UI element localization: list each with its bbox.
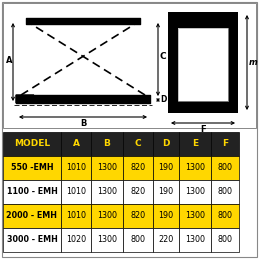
Text: 550 -EMH: 550 -EMH — [11, 163, 53, 172]
Bar — [179, 228, 211, 252]
Text: 1300: 1300 — [185, 212, 205, 220]
Bar — [123, 204, 153, 228]
Bar — [153, 132, 179, 156]
Bar — [61, 156, 91, 180]
Text: C: C — [160, 52, 166, 61]
Bar — [91, 180, 123, 204]
Bar — [61, 228, 91, 252]
Bar — [153, 228, 179, 252]
Bar — [179, 156, 211, 180]
Bar — [91, 228, 123, 252]
Bar — [91, 132, 123, 156]
Bar — [123, 228, 153, 252]
Text: 800: 800 — [218, 235, 233, 244]
Text: 820: 820 — [131, 212, 146, 220]
Bar — [123, 156, 153, 180]
Text: m: m — [249, 58, 257, 67]
Text: 800: 800 — [218, 212, 233, 220]
Text: D: D — [160, 95, 166, 104]
Text: 1300: 1300 — [97, 188, 117, 197]
Text: A: A — [6, 56, 12, 65]
Bar — [91, 156, 123, 180]
Bar — [3, 204, 61, 228]
Bar — [211, 180, 239, 204]
Bar — [3, 228, 61, 252]
Text: 1300: 1300 — [97, 163, 117, 172]
Text: 1020: 1020 — [66, 235, 86, 244]
Text: C: C — [135, 140, 141, 148]
Text: 190: 190 — [159, 212, 174, 220]
Text: 1010: 1010 — [66, 212, 86, 220]
Bar — [211, 132, 239, 156]
Text: 2000 - EMH: 2000 - EMH — [6, 212, 57, 220]
Text: 220: 220 — [158, 235, 174, 244]
Text: 1100 - EMH: 1100 - EMH — [6, 188, 57, 197]
Text: 1010: 1010 — [66, 188, 86, 197]
Bar — [178, 28, 228, 101]
Bar — [211, 228, 239, 252]
Bar — [153, 204, 179, 228]
Text: 820: 820 — [131, 163, 146, 172]
Bar — [211, 204, 239, 228]
Text: 800: 800 — [131, 235, 146, 244]
Text: MODEL: MODEL — [14, 140, 50, 148]
Text: 1300: 1300 — [185, 235, 205, 244]
Text: 820: 820 — [131, 188, 146, 197]
Bar — [153, 156, 179, 180]
Text: 190: 190 — [159, 163, 174, 172]
Bar — [3, 3, 256, 128]
Text: E: E — [192, 140, 198, 148]
Text: 800: 800 — [218, 188, 233, 197]
Bar — [123, 132, 153, 156]
Text: F: F — [200, 126, 206, 134]
Text: 190: 190 — [159, 188, 174, 197]
Bar — [179, 132, 211, 156]
Bar — [3, 156, 61, 180]
Bar — [61, 180, 91, 204]
Text: A: A — [73, 140, 80, 148]
Bar — [3, 132, 61, 156]
Text: 3000 - EMH: 3000 - EMH — [6, 235, 57, 244]
Bar — [211, 156, 239, 180]
Bar — [3, 180, 61, 204]
Bar — [61, 204, 91, 228]
Text: 800: 800 — [218, 163, 233, 172]
Text: F: F — [222, 140, 228, 148]
Text: 1010: 1010 — [66, 163, 86, 172]
Bar — [153, 180, 179, 204]
Text: B: B — [104, 140, 110, 148]
Text: D: D — [162, 140, 170, 148]
Text: 1300: 1300 — [185, 163, 205, 172]
Text: 1300: 1300 — [97, 235, 117, 244]
Polygon shape — [16, 95, 34, 103]
Bar — [123, 180, 153, 204]
Bar — [168, 12, 238, 113]
Text: 1300: 1300 — [185, 188, 205, 197]
Text: B: B — [80, 119, 86, 128]
Bar — [179, 180, 211, 204]
Bar — [179, 204, 211, 228]
Text: 1300: 1300 — [97, 212, 117, 220]
Bar — [91, 204, 123, 228]
Bar — [178, 28, 228, 101]
Bar — [61, 132, 91, 156]
